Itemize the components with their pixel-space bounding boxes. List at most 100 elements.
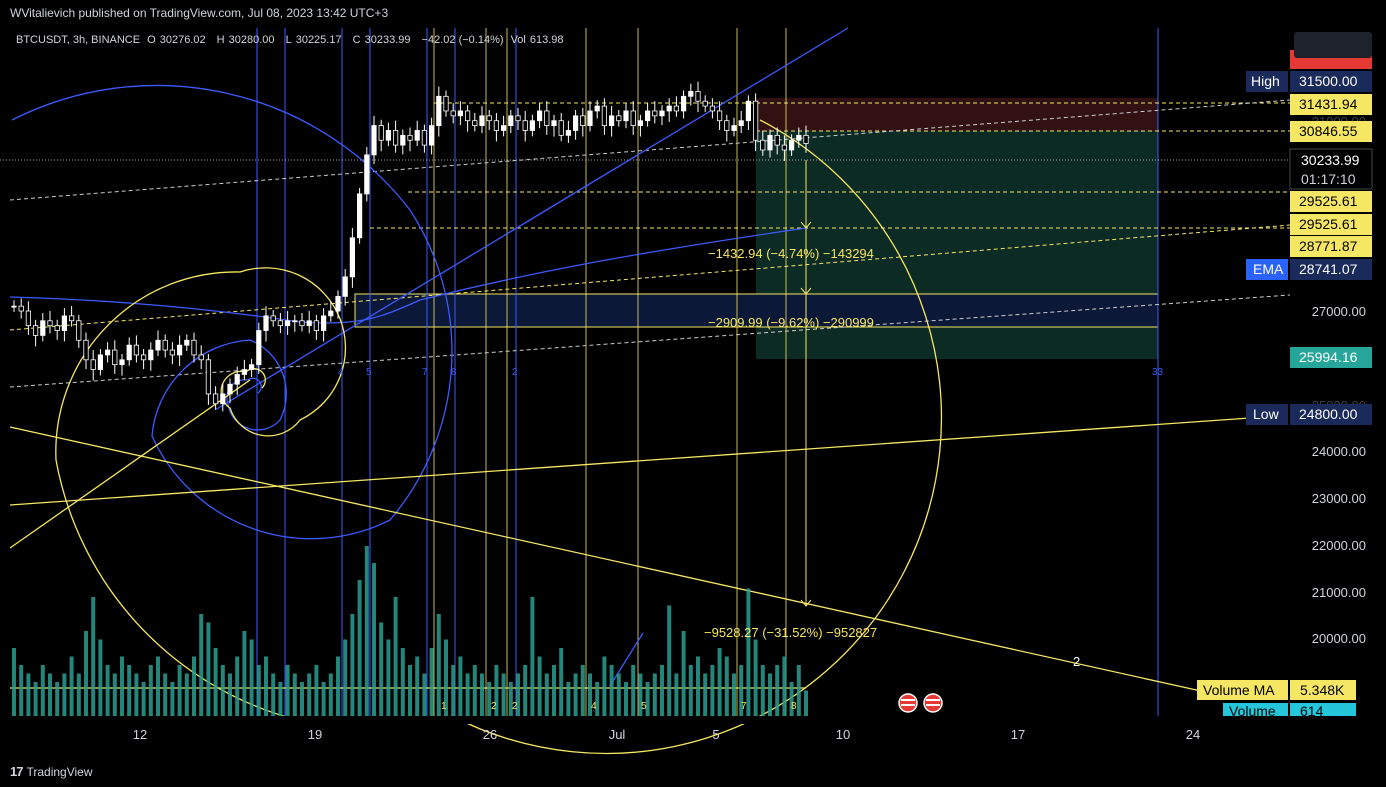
footer-brand[interactable]: 17 TradingView xyxy=(10,764,93,779)
high-value: 31500.00 xyxy=(1299,73,1358,89)
candle xyxy=(537,110,543,122)
candle xyxy=(148,349,154,361)
candle xyxy=(472,120,478,126)
candle xyxy=(688,91,694,97)
candle xyxy=(565,130,572,136)
volume-bar xyxy=(415,656,420,716)
candle xyxy=(753,100,759,141)
candle xyxy=(681,95,687,112)
volume-bar xyxy=(436,614,441,716)
price-label: 29525.61 xyxy=(1299,216,1358,232)
candle xyxy=(745,100,752,122)
volume-bar xyxy=(580,665,585,716)
volume-bar xyxy=(156,656,160,716)
volume-bar xyxy=(746,588,751,716)
range-box xyxy=(354,293,1159,328)
volume-bar xyxy=(688,665,693,716)
volume-bar xyxy=(33,682,38,716)
candle xyxy=(443,95,449,112)
volume-bar xyxy=(516,673,520,716)
price-label: 29525.61 xyxy=(1299,193,1358,209)
us-flag-icon[interactable] xyxy=(923,693,943,713)
volume-bar xyxy=(19,665,24,716)
candle xyxy=(731,125,737,131)
volume-bar xyxy=(192,656,196,716)
volume-bar xyxy=(624,682,628,716)
volume-bar xyxy=(364,546,369,716)
svg-text:33: 33 xyxy=(1152,367,1164,378)
x-tick: 12 xyxy=(133,727,147,742)
svg-text:5: 5 xyxy=(641,701,647,712)
candle xyxy=(580,115,586,126)
volume-bar xyxy=(105,665,110,716)
volume-bar xyxy=(220,665,225,716)
candle xyxy=(652,110,658,117)
candle xyxy=(342,276,348,297)
volume-bar xyxy=(184,673,189,716)
candle xyxy=(47,320,53,327)
candle xyxy=(263,315,269,331)
price-label: 31431.94 xyxy=(1299,96,1358,112)
us-flag-icon[interactable] xyxy=(898,693,918,713)
candle xyxy=(630,110,636,126)
volume-bar xyxy=(487,682,492,716)
price-label: 25994.16 xyxy=(1299,349,1358,365)
volume-bar xyxy=(631,665,636,716)
low-tag: Low xyxy=(1253,406,1280,422)
volume-bar xyxy=(264,656,268,716)
toolbar-button[interactable] xyxy=(1294,32,1372,58)
svg-text:7: 7 xyxy=(422,367,428,378)
volume-bar xyxy=(789,682,794,716)
volume-bar xyxy=(422,673,427,716)
volume-bars xyxy=(12,546,808,716)
volume-bar xyxy=(314,665,319,716)
volume-bar xyxy=(660,665,664,716)
svg-text:8: 8 xyxy=(451,367,457,378)
volume-bar xyxy=(458,656,463,716)
volume-bar xyxy=(199,614,204,716)
candle xyxy=(270,315,276,322)
candle xyxy=(789,139,795,151)
volume-bar xyxy=(336,656,340,716)
candle xyxy=(717,110,723,122)
change-value: −42.02 (−0.14%) xyxy=(421,34,504,46)
volume-bar xyxy=(444,639,448,716)
candle xyxy=(407,134,413,141)
candle xyxy=(457,110,464,117)
vol-value: 613.98 xyxy=(529,34,564,46)
volume-bar xyxy=(616,673,621,716)
candle xyxy=(522,120,528,131)
volume-bar xyxy=(278,682,283,716)
volume-bar xyxy=(84,631,88,716)
volume-bar xyxy=(292,673,297,716)
volume-bar xyxy=(544,673,549,716)
volume-bar xyxy=(350,614,355,716)
svg-text:4: 4 xyxy=(338,367,344,378)
vol-label: Vol xyxy=(510,34,526,46)
brand-name: TradingView xyxy=(26,764,93,779)
volume-bar xyxy=(379,622,384,716)
volume-bar xyxy=(602,656,607,716)
candle xyxy=(724,120,730,131)
candle xyxy=(140,354,147,361)
volume-bar xyxy=(465,673,470,716)
volume-bar xyxy=(408,665,412,716)
price-label: 28771.87 xyxy=(1299,238,1358,254)
svg-text:2: 2 xyxy=(512,701,518,712)
volume-bar xyxy=(501,673,506,716)
y-tick: 24000.00 xyxy=(1312,444,1366,459)
close-label: C xyxy=(352,34,361,46)
candle xyxy=(666,105,672,112)
candle xyxy=(90,359,96,370)
volume-bar xyxy=(523,665,528,716)
volume-bar xyxy=(573,673,578,716)
volume-bar xyxy=(98,639,103,716)
volume-bar xyxy=(638,673,643,716)
candle xyxy=(709,105,716,112)
symbol-legend[interactable]: BTCUSDT, 3h, BINANCE O 30276.02 H 30280.00… xyxy=(16,34,572,46)
ema-value: 28741.07 xyxy=(1299,261,1358,277)
channel-lines xyxy=(9,99,1291,388)
volume-bar xyxy=(127,665,132,716)
candle xyxy=(356,193,363,239)
